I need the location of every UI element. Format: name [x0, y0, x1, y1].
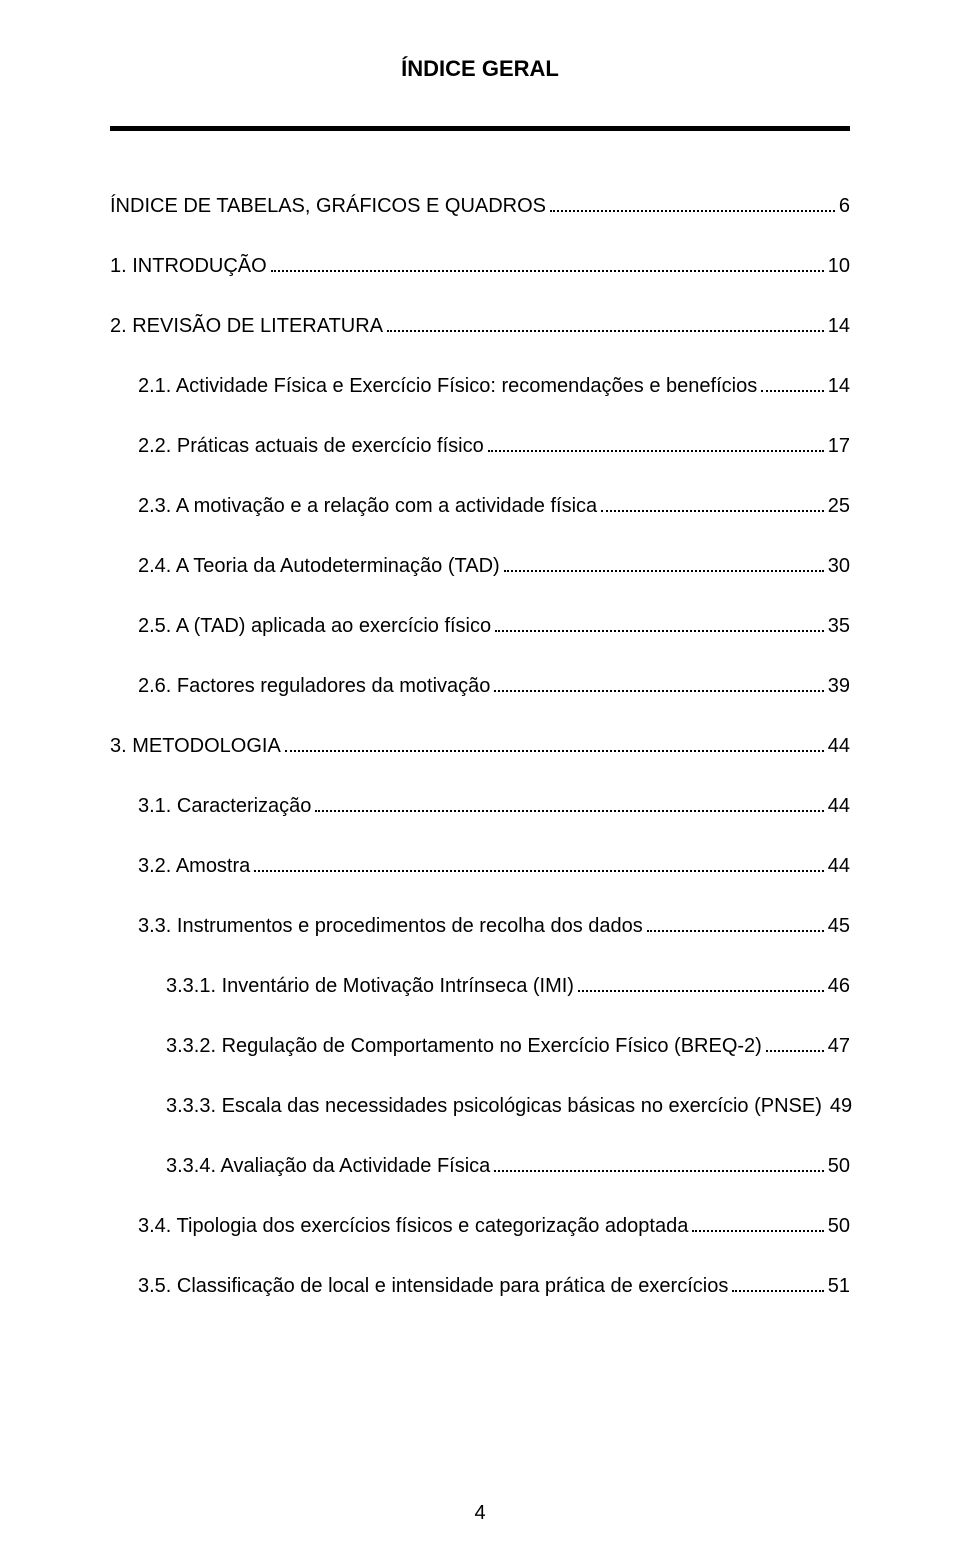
- toc-leader: [550, 194, 835, 212]
- toc-entry-page: 46: [828, 971, 850, 1001]
- toc-entry: 3.4. Tipologia dos exercícios físicos e …: [110, 1211, 850, 1241]
- toc-leader: [271, 254, 824, 272]
- toc-leader: [761, 374, 824, 392]
- toc-entry-label: 3.5. Classificação de local e intensidad…: [138, 1271, 728, 1301]
- toc-leader: [494, 1154, 823, 1172]
- toc-entry-page: 47: [828, 1031, 850, 1061]
- toc-entry-label: 2.3. A motivação e a relação com a activ…: [138, 491, 597, 521]
- toc-entry: 3. METODOLOGIA 44: [110, 731, 850, 761]
- title-rule: [110, 126, 850, 131]
- toc-entry-page: 35: [828, 611, 850, 641]
- toc-entry-label: 2.2. Práticas actuais de exercício físic…: [138, 431, 484, 461]
- toc-leader: [488, 434, 824, 452]
- toc-entry-page: 39: [828, 671, 850, 701]
- toc-entry: 3.3.4. Avaliação da Actividade Física 50: [110, 1151, 850, 1181]
- toc-entry-page: 25: [828, 491, 850, 521]
- toc-entry: 2.5. A (TAD) aplicada ao exercício físic…: [110, 611, 850, 641]
- toc-entry: 2.4. A Teoria da Autodeterminação (TAD) 3…: [110, 551, 850, 581]
- toc-leader: [494, 674, 823, 692]
- toc-leader: [504, 554, 824, 572]
- toc-entry-label: 2. REVISÃO DE LITERATURA: [110, 311, 383, 341]
- toc-entry: 2.6. Factores reguladores da motivação 39: [110, 671, 850, 701]
- toc-entry-label: ÍNDICE DE TABELAS, GRÁFICOS E QUADROS: [110, 191, 546, 221]
- toc-entry-label: 3.2. Amostra: [138, 851, 250, 881]
- toc-entry: 2.2. Práticas actuais de exercício físic…: [110, 431, 850, 461]
- toc-entry-label: 2.1. Actividade Física e Exercício Físic…: [138, 371, 757, 401]
- toc-entry-page: 44: [828, 731, 850, 761]
- toc-entry-label: 3.3.1. Inventário de Motivação Intrínsec…: [166, 971, 574, 1001]
- toc-entry-label: 3.1. Caracterização: [138, 791, 311, 821]
- toc-entry-page: 17: [828, 431, 850, 461]
- toc-entry-page: 50: [828, 1211, 850, 1241]
- toc-entry: 3.3. Instrumentos e procedimentos de rec…: [110, 911, 850, 941]
- toc-entry-page: 51: [828, 1271, 850, 1301]
- toc-entry: 3.5. Classificação de local e intensidad…: [110, 1271, 850, 1301]
- toc-entry: 2. REVISÃO DE LITERATURA 14: [110, 311, 850, 341]
- toc-entry-label: 3.3. Instrumentos e procedimentos de rec…: [138, 911, 643, 941]
- toc-leader: [766, 1034, 824, 1052]
- page-number: 4: [0, 1502, 960, 1525]
- toc-entry-page: 30: [828, 551, 850, 581]
- toc-leader: [495, 614, 824, 632]
- toc-entry-page: 44: [828, 851, 850, 881]
- toc-entry: 3.3.2. Regulação de Comportamento no Exe…: [110, 1031, 850, 1061]
- toc-leader: [578, 974, 824, 992]
- toc-entry-page: 14: [828, 371, 850, 401]
- toc-entry-label: 2.6. Factores reguladores da motivação: [138, 671, 490, 701]
- toc-entry-label: 3.3.3. Escala das necessidades psicológi…: [166, 1091, 822, 1121]
- toc-entry-page: 10: [828, 251, 850, 281]
- toc-entry-page: 49: [830, 1091, 852, 1121]
- toc-leader: [254, 854, 823, 872]
- toc-entry: 3.3.3. Escala das necessidades psicológi…: [110, 1091, 850, 1121]
- toc-entry-page: 14: [828, 311, 850, 341]
- toc-leader: [315, 794, 823, 812]
- toc-entry: 3.1. Caracterização 44: [110, 791, 850, 821]
- toc-entry-page: 45: [828, 911, 850, 941]
- toc-leader: [647, 914, 824, 932]
- toc-entry: 2.1. Actividade Física e Exercício Físic…: [110, 371, 850, 401]
- toc-entry-label: 3.3.2. Regulação de Comportamento no Exe…: [166, 1031, 762, 1061]
- toc-entry: 2.3. A motivação e a relação com a activ…: [110, 491, 850, 521]
- toc-entry-page: 50: [828, 1151, 850, 1181]
- table-of-contents: ÍNDICE DE TABELAS, GRÁFICOS E QUADROS 6 1.…: [110, 191, 850, 1301]
- toc-leader: [692, 1214, 823, 1232]
- toc-leader: [387, 314, 824, 332]
- toc-entry: 3.2. Amostra 44: [110, 851, 850, 881]
- toc-entry-page: 44: [828, 791, 850, 821]
- toc-entry-page: 6: [839, 191, 850, 221]
- toc-entry-label: 3.4. Tipologia dos exercícios físicos e …: [138, 1211, 688, 1241]
- toc-entry: ÍNDICE DE TABELAS, GRÁFICOS E QUADROS 6: [110, 191, 850, 221]
- toc-entry-label: 3.3.4. Avaliação da Actividade Física: [166, 1151, 490, 1181]
- toc-entry-label: 2.4. A Teoria da Autodeterminação (TAD): [138, 551, 500, 581]
- page-title: ÍNDICE GERAL: [110, 56, 850, 82]
- toc-entry: 3.3.1. Inventário de Motivação Intrínsec…: [110, 971, 850, 1001]
- toc-entry: 1. INTRODUÇÃO 10: [110, 251, 850, 281]
- toc-leader: [285, 734, 824, 752]
- toc-entry-label: 1. INTRODUÇÃO: [110, 251, 267, 281]
- toc-entry-label: 2.5. A (TAD) aplicada ao exercício físic…: [138, 611, 491, 641]
- toc-leader: [732, 1274, 823, 1292]
- toc-entry-label: 3. METODOLOGIA: [110, 731, 281, 761]
- toc-leader: [601, 494, 824, 512]
